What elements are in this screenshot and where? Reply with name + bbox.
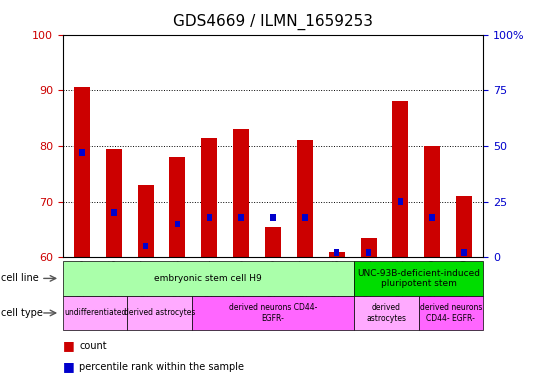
Bar (329, 252, 345, 257)
Bar (79, 149, 85, 156)
Text: cell line: cell line (1, 273, 38, 283)
Text: cell type: cell type (1, 308, 43, 318)
Bar (138, 185, 153, 257)
Bar (456, 196, 472, 257)
Text: derived neurons CD44-
EGFR-: derived neurons CD44- EGFR- (229, 303, 317, 323)
Bar (297, 140, 313, 257)
Bar (366, 250, 371, 256)
Bar (430, 214, 435, 220)
Bar (106, 149, 122, 257)
Text: derived
astrocytes: derived astrocytes (366, 303, 406, 323)
Bar (175, 220, 180, 227)
Bar (270, 214, 276, 220)
Bar (397, 198, 403, 205)
Text: UNC-93B-deficient-induced
pluripotent stem: UNC-93B-deficient-induced pluripotent st… (357, 269, 480, 288)
Text: percentile rank within the sample: percentile rank within the sample (79, 362, 244, 372)
Text: ■: ■ (63, 360, 75, 373)
Bar (74, 88, 90, 257)
Text: ■: ■ (63, 339, 75, 352)
Text: embryonic stem cell H9: embryonic stem cell H9 (155, 274, 262, 283)
Bar (143, 243, 149, 250)
Bar (334, 250, 340, 256)
Bar (239, 214, 244, 220)
Text: derived neurons
CD44- EGFR-: derived neurons CD44- EGFR- (420, 303, 482, 323)
Bar (393, 101, 408, 257)
Bar (360, 238, 377, 257)
Bar (169, 157, 186, 257)
Bar (265, 227, 281, 257)
Bar (206, 214, 212, 220)
Bar (424, 146, 440, 257)
Text: count: count (79, 341, 107, 351)
Bar (111, 209, 116, 216)
Text: undifferentiated: undifferentiated (64, 308, 126, 318)
Bar (302, 214, 307, 220)
Text: GDS4669 / ILMN_1659253: GDS4669 / ILMN_1659253 (173, 13, 373, 30)
Bar (461, 250, 467, 256)
Bar (233, 129, 249, 257)
Bar (201, 137, 217, 257)
Text: derived astrocytes: derived astrocytes (124, 308, 195, 318)
